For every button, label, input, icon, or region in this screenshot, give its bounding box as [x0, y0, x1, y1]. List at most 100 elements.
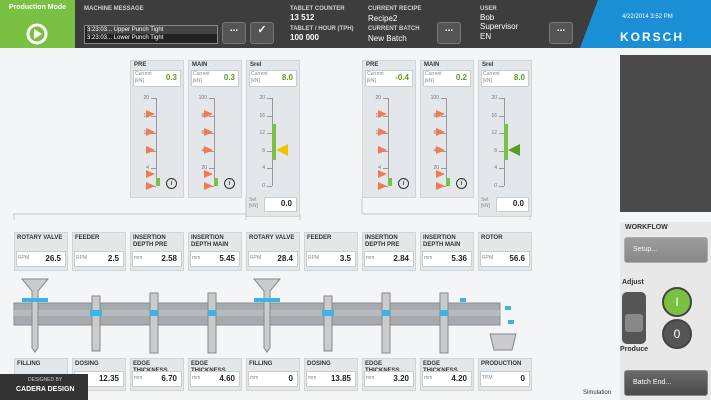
current-value: 8.0: [281, 73, 293, 82]
limit-marker: [436, 110, 445, 118]
set-unit: [kN]: [249, 203, 258, 209]
value: Recipe2: [368, 14, 398, 23]
value: Supervisor: [480, 22, 519, 31]
value-box: [190, 251, 240, 267]
limit-marker: [146, 170, 155, 178]
scale-label: 8: [494, 147, 497, 154]
value-box: [422, 251, 472, 267]
limit-marker: [146, 182, 155, 190]
designer-logo: DESIGNED BY CADERA DESIGN: [0, 374, 88, 400]
message-list[interactable]: 3:23:03... Upper Punch Tight 3:23:03... …: [84, 25, 218, 44]
value-box: [306, 371, 356, 387]
datetime: 4/22/2014 3:52 PM: [622, 14, 673, 20]
scale-label: 0: [494, 183, 497, 189]
limit-marker: [204, 146, 213, 154]
value: 28.4: [277, 254, 293, 263]
scale-label: 20: [491, 95, 497, 101]
value: New Batch: [368, 34, 407, 43]
unit: mm: [250, 375, 259, 381]
setup-button[interactable]: Setup...: [624, 237, 708, 263]
station-label: DOSING: [307, 361, 331, 367]
scale-label: 20: [433, 165, 439, 172]
station-label: ROTARY VALVE: [249, 235, 295, 241]
scale-tick: [383, 98, 388, 99]
brand-area: [580, 0, 711, 48]
label: CURRENT RECIPE: [368, 6, 422, 12]
limit-marker: [436, 146, 445, 154]
menu-panel: [620, 55, 711, 212]
current-label: Current: [367, 71, 384, 77]
mode-indicator[interactable]: Production Mode: [0, 0, 75, 48]
value-box: [132, 251, 182, 267]
scale-label: 20: [201, 165, 207, 172]
value-box: [364, 251, 414, 267]
scale-tick: [499, 115, 504, 117]
scale-label: 16: [259, 112, 265, 119]
mode-icon: [26, 23, 48, 45]
start-button[interactable]: I: [662, 287, 692, 317]
designed-by: DESIGNED BY: [28, 377, 63, 383]
scale-label: 16: [491, 112, 497, 119]
unit: RPM: [308, 255, 320, 261]
confirm-button[interactable]: ✓: [250, 22, 274, 44]
unit: TPM: [482, 375, 493, 381]
mode-switch[interactable]: [622, 292, 646, 344]
scale-tick: [267, 115, 272, 117]
info-icon[interactable]: i: [456, 178, 467, 189]
gauge-label: MAIN: [192, 62, 208, 68]
batch-end-button[interactable]: Batch End...: [624, 370, 708, 396]
set-box: [496, 197, 529, 212]
scale-tick: [499, 133, 504, 135]
station-label: FILLING: [17, 361, 41, 367]
more-button[interactable]: ...: [222, 22, 246, 44]
scale-tick: [209, 98, 214, 99]
limit-marker: [378, 110, 387, 118]
current-unit: [kN]: [483, 78, 492, 84]
more-button[interactable]: ...: [437, 22, 461, 44]
current-value: 0.3: [165, 73, 177, 82]
info-icon[interactable]: i: [224, 178, 235, 189]
scale-tick: [499, 168, 504, 170]
info-icon[interactable]: i: [398, 178, 409, 189]
status: Simulation: [583, 390, 612, 396]
scale-tick: [151, 98, 156, 99]
unit: RPM: [482, 255, 494, 261]
limit-marker: [204, 128, 213, 136]
stop-button[interactable]: 0: [662, 319, 692, 349]
scale-label: 12: [259, 130, 265, 137]
current-value: 0.3: [223, 73, 235, 82]
level-bar: [156, 178, 160, 186]
scale-label: 12: [491, 130, 497, 137]
scale-tick: [209, 168, 214, 170]
limit-marker: [436, 182, 445, 190]
level-marker: [276, 144, 288, 156]
unit: mm: [366, 255, 375, 261]
set-value: 0.0: [280, 199, 292, 208]
level-bar: [446, 178, 450, 186]
current-unit: [kN]: [425, 78, 434, 84]
more-button[interactable]: ...: [549, 22, 573, 44]
value: Bob: [480, 13, 495, 22]
level-bar: [388, 178, 392, 186]
value: 3.5: [339, 254, 351, 263]
station-label: INSERTION DEPTH MAIN: [423, 235, 461, 248]
label: CURRENT BATCH: [368, 26, 420, 32]
designer: CADERA DESIGN: [16, 386, 75, 393]
value-box: [16, 251, 66, 267]
current-box: [365, 70, 413, 87]
current-label: Current: [251, 71, 268, 77]
value: 5.45: [219, 254, 235, 263]
message: 3:23:03... Upper Punch Tight: [87, 26, 217, 34]
scale-tick: [151, 168, 156, 170]
mode-text: Production Mode: [8, 4, 67, 11]
current-label: Current: [193, 71, 210, 77]
scale-tick: [499, 98, 504, 99]
unit: mm: [192, 375, 201, 381]
info-icon[interactable]: i: [166, 178, 177, 189]
label: MACHINE MESSAGE: [84, 6, 144, 12]
unit: RPM: [18, 255, 30, 261]
gauge-label: Srel: [250, 62, 262, 68]
scale-tick: [267, 150, 272, 152]
limit-marker: [146, 146, 155, 154]
value-box: [480, 371, 530, 387]
